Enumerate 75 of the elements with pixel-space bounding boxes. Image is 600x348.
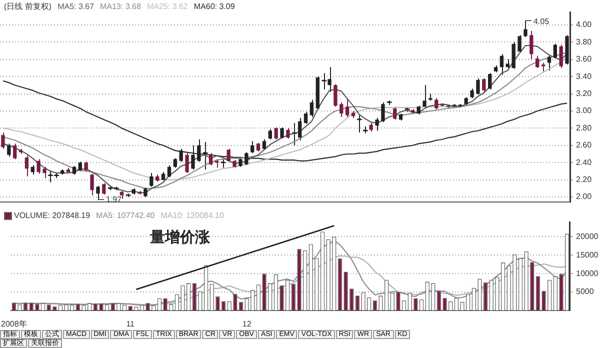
candlestick [226, 148, 230, 162]
candlestick [470, 88, 474, 99]
candlestick [250, 140, 254, 154]
candlestick [7, 143, 11, 158]
x-tick-label: 12 [242, 319, 252, 328]
candlestick [36, 158, 40, 174]
y-tick-label: 15000 [576, 250, 599, 260]
y-tick-label: 2.20 [576, 175, 592, 184]
candlestick [304, 111, 308, 124]
y-tick-label: 20000 [576, 232, 599, 241]
candlestick [144, 187, 148, 198]
candlestick [559, 44, 563, 68]
candlestick [185, 152, 189, 174]
y-tick-label: 3.00 [576, 106, 592, 116]
x-tick-label: 2008年 [1, 319, 27, 328]
candlestick [173, 158, 177, 168]
legend-label: VOLUME: 207848.19 [13, 211, 90, 220]
text: MA5: 107742.40 [96, 211, 155, 220]
candlestick [13, 143, 17, 160]
candlestick [524, 20, 528, 38]
candlestick [530, 30, 534, 60]
text: 1.97 [106, 194, 122, 204]
candlestick [280, 126, 284, 140]
candlestick [208, 152, 213, 166]
candlestick [84, 161, 88, 172]
candlestick [553, 43, 557, 59]
candlestick [500, 54, 504, 76]
candlestick [482, 78, 486, 93]
candlestick [298, 117, 302, 141]
candlestick [1, 132, 5, 150]
text: MA10: 120084.10 [160, 211, 224, 220]
y-tick-label: 3.60 [576, 54, 592, 64]
y-tick-label: 3.40 [576, 72, 592, 81]
candlestick [536, 55, 540, 68]
candlestick [375, 117, 379, 132]
text: 4.05 [533, 16, 550, 26]
candlestick [30, 164, 34, 176]
candlestick [268, 128, 272, 140]
candlestick [150, 172, 154, 188]
y-tick-label: 2.40 [576, 158, 592, 167]
candlestick [381, 102, 385, 123]
candlestick [90, 173, 94, 196]
candlestick [488, 72, 492, 90]
candlestick [547, 55, 552, 72]
y-tick-label: 10000 [576, 268, 599, 278]
y-tick-label: 4.00 [576, 20, 592, 30]
candlestick [518, 34, 522, 53]
y-tick-label: 2.60 [576, 140, 592, 150]
candlestick [96, 185, 100, 200]
candlestick [102, 182, 106, 195]
candlestick [393, 106, 397, 120]
y-tick-label: 2.80 [576, 123, 592, 132]
text: MA13: 3.68 [100, 2, 141, 11]
candlestick [274, 126, 278, 140]
candlestick [167, 164, 172, 178]
candlestick [310, 99, 314, 118]
x-tick-label: 11 [126, 319, 136, 328]
y-tick-label: 5000 [576, 287, 594, 296]
candlestick [340, 102, 344, 118]
candlestick [434, 98, 438, 110]
candlestick [346, 98, 350, 118]
text: MA25: 3.62 [146, 2, 188, 11]
text: MA5: 3.67 [58, 2, 94, 11]
text: MA60: 3.09 [194, 2, 235, 11]
y-tick-label: 2.00 [576, 192, 592, 202]
candlestick [334, 84, 338, 108]
y-tick-label: 3.20 [576, 88, 592, 98]
candlestick [422, 84, 426, 108]
candlestick [286, 128, 290, 140]
candlestick [24, 155, 29, 177]
candlestick [42, 166, 46, 179]
candlestick [476, 78, 480, 96]
annotation: 量增价涨 [150, 228, 210, 247]
chart-title: (日线 前复权) [4, 2, 52, 11]
y-tick-label: 3.80 [576, 37, 592, 46]
